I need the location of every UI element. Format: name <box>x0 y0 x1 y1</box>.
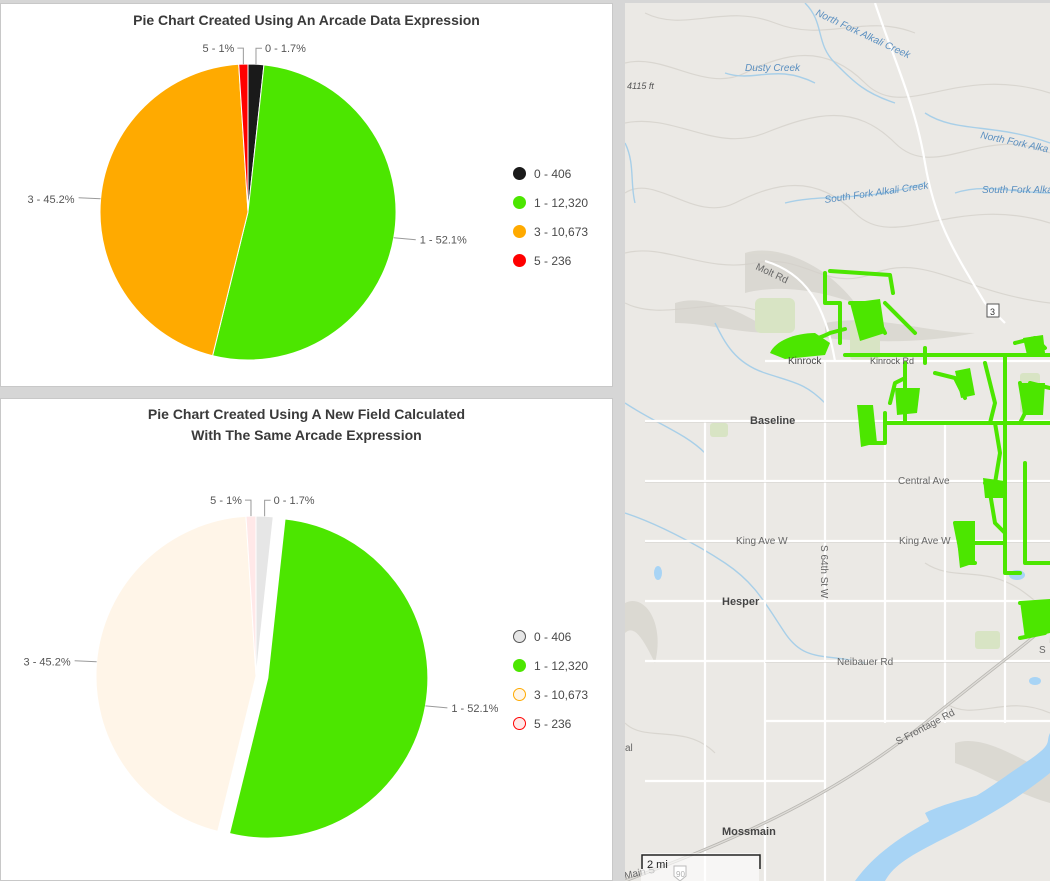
scale-bar: 2 mi <box>641 853 761 881</box>
basemap: North Fork Alkali Creek Dusty Creek 4115… <box>625 3 1050 881</box>
creeks <box>625 3 1050 664</box>
label-north-fork-alkali: North Fork Alkali Creek <box>814 8 913 62</box>
network-blobs <box>770 299 1050 639</box>
legend-item-3[interactable]: 3 - 10,673 <box>511 217 588 246</box>
label-hesper: Hesper <box>722 596 760 608</box>
legend-swatch <box>513 225 526 238</box>
slice-label-1: 1 - 52.1% <box>393 235 467 247</box>
label-s-frontage-rd: S Frontage Rd <box>894 707 957 747</box>
label-al: al <box>625 743 633 754</box>
svg-text:5 - 1%: 5 - 1% <box>210 495 242 507</box>
terrain-hillshade <box>625 12 1050 754</box>
legend-label: 3 - 10,673 <box>534 224 589 239</box>
chart-title-line: Pie Chart Created Using An Arcade Data E… <box>133 12 480 28</box>
legend-label: 0 - 406 <box>534 629 572 644</box>
svg-text:0 - 1.7%: 0 - 1.7% <box>265 43 306 55</box>
label-south-fork-right: South Fork Alka <box>982 185 1050 196</box>
legend-label: 5 - 236 <box>534 253 572 268</box>
label-elevation: 4115 ft <box>627 81 654 91</box>
label-kinrock-rd: Kinrock Rd <box>870 356 914 366</box>
svg-text:0 - 1.7%: 0 - 1.7% <box>274 495 315 507</box>
legend-swatch <box>513 659 526 672</box>
legend-label: 1 - 12,320 <box>534 658 589 673</box>
legend-swatch <box>513 254 526 267</box>
slice-label-5: 5 - 1% <box>210 495 252 517</box>
svg-text:3 - 45.2%: 3 - 45.2% <box>27 194 74 206</box>
chart-title: Pie Chart Created Using A New Field Calc… <box>1 404 612 446</box>
legend-swatch <box>513 630 526 643</box>
legend-item-3[interactable]: 3 - 10,673 <box>511 680 588 709</box>
legend-item-0[interactable]: 0 - 406 <box>511 159 588 188</box>
slice-label-5: 5 - 1% <box>203 43 244 65</box>
legend-item-5[interactable]: 5 - 236 <box>511 709 588 738</box>
highway <box>625 621 1050 881</box>
chart-legend: 0 - 406 1 - 12,320 3 - 10,673 5 - 236 <box>511 159 588 275</box>
scale-bar-label: 2 mi <box>647 859 668 871</box>
route-3-shield: 3 <box>990 307 995 317</box>
label-kinrock: Kinrock <box>788 356 822 367</box>
slice-label-0: 0 - 1.7% <box>255 43 306 65</box>
label-south-fork-alkali: South Fork Alkali Creek <box>824 180 930 206</box>
label-baseline: Baseline <box>750 415 795 427</box>
pie-chart: 0 - 1.7% 1 - 52.1% 3 - 45.2% 5 - 1% <box>27 43 467 361</box>
label-neibauer-rd: Neibauer Rd <box>837 657 893 668</box>
slice-label-0: 0 - 1.7% <box>264 495 315 517</box>
label-dusty-creek: Dusty Creek <box>745 63 801 74</box>
chart-panel-new-field: Pie Chart Created Using A New Field Calc… <box>0 398 613 881</box>
slice-label-1: 1 - 52.1% <box>425 703 499 715</box>
svg-text:1 - 52.1%: 1 - 52.1% <box>420 235 467 247</box>
river <box>654 566 1050 881</box>
legend-item-1[interactable]: 1 - 12,320 <box>511 188 588 217</box>
slice-label-3: 3 - 45.2% <box>27 194 101 206</box>
svg-text:1 - 52.1%: 1 - 52.1% <box>451 703 498 715</box>
legend-label: 3 - 10,673 <box>534 687 589 702</box>
chart-legend: 0 - 406 1 - 12,320 3 - 10,673 5 - 236 <box>511 622 588 738</box>
legend-swatch <box>513 717 526 730</box>
legend-label: 0 - 406 <box>534 166 572 181</box>
pie-chart: 0 - 1.7% 1 - 52.1% 3 - 45.2% 5 - 1% <box>24 495 499 839</box>
legend-item-0[interactable]: 0 - 406 <box>511 622 588 651</box>
legend-label: 1 - 12,320 <box>534 195 589 210</box>
chart-panel-arcade: Pie Chart Created Using An Arcade Data E… <box>0 3 613 387</box>
label-s-right: S <box>1039 645 1046 656</box>
label-mossmain: Mossmain <box>722 826 776 838</box>
pie-slice-3[interactable] <box>95 515 257 832</box>
pie-slice-3[interactable] <box>99 63 249 357</box>
svg-text:3 - 45.2%: 3 - 45.2% <box>24 657 71 669</box>
legend-swatch <box>513 688 526 701</box>
chart-title: Pie Chart Created Using An Arcade Data E… <box>1 10 612 31</box>
chart-title-line-2: With The Same Arcade Expression <box>191 427 422 443</box>
slice-label-3: 3 - 45.2% <box>24 657 97 669</box>
legend-item-5[interactable]: 5 - 236 <box>511 246 588 275</box>
map-view[interactable]: North Fork Alkali Creek Dusty Creek 4115… <box>625 3 1050 881</box>
label-s-64th-st-w: S 64th St W <box>818 545 829 599</box>
svg-text:5 - 1%: 5 - 1% <box>203 43 235 55</box>
legend-swatch <box>513 167 526 180</box>
label-central-ave: Central Ave <box>898 476 950 487</box>
chart-title-line-1: Pie Chart Created Using A New Field Calc… <box>147 406 466 422</box>
legend-label: 5 - 236 <box>534 716 572 731</box>
legend-item-1[interactable]: 1 - 12,320 <box>511 651 588 680</box>
legend-swatch <box>513 196 526 209</box>
label-king-ave-w-2: King Ave W <box>899 536 951 547</box>
label-king-ave-w: King Ave W <box>736 536 788 547</box>
